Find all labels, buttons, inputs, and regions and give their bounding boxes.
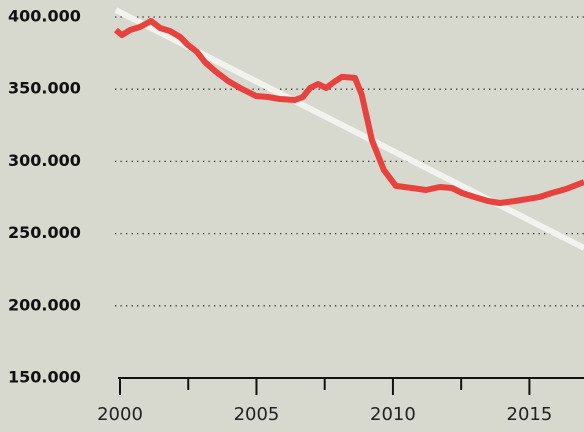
- y-tick-label: 300.000: [8, 151, 81, 170]
- x-tick-label: 2015: [507, 404, 553, 425]
- y-tick-label: 150.000: [8, 368, 81, 387]
- x-tick-label: 2005: [234, 404, 280, 425]
- x-tick-label: 2010: [370, 404, 416, 425]
- y-tick-label: 200.000: [8, 295, 81, 314]
- y-tick-label: 400.000: [8, 7, 81, 26]
- line: [113, 18, 584, 206]
- y-tick-label: 250.000: [8, 223, 81, 242]
- y-tick-label: 350.000: [8, 79, 81, 98]
- x-tick-label: 2000: [97, 404, 143, 425]
